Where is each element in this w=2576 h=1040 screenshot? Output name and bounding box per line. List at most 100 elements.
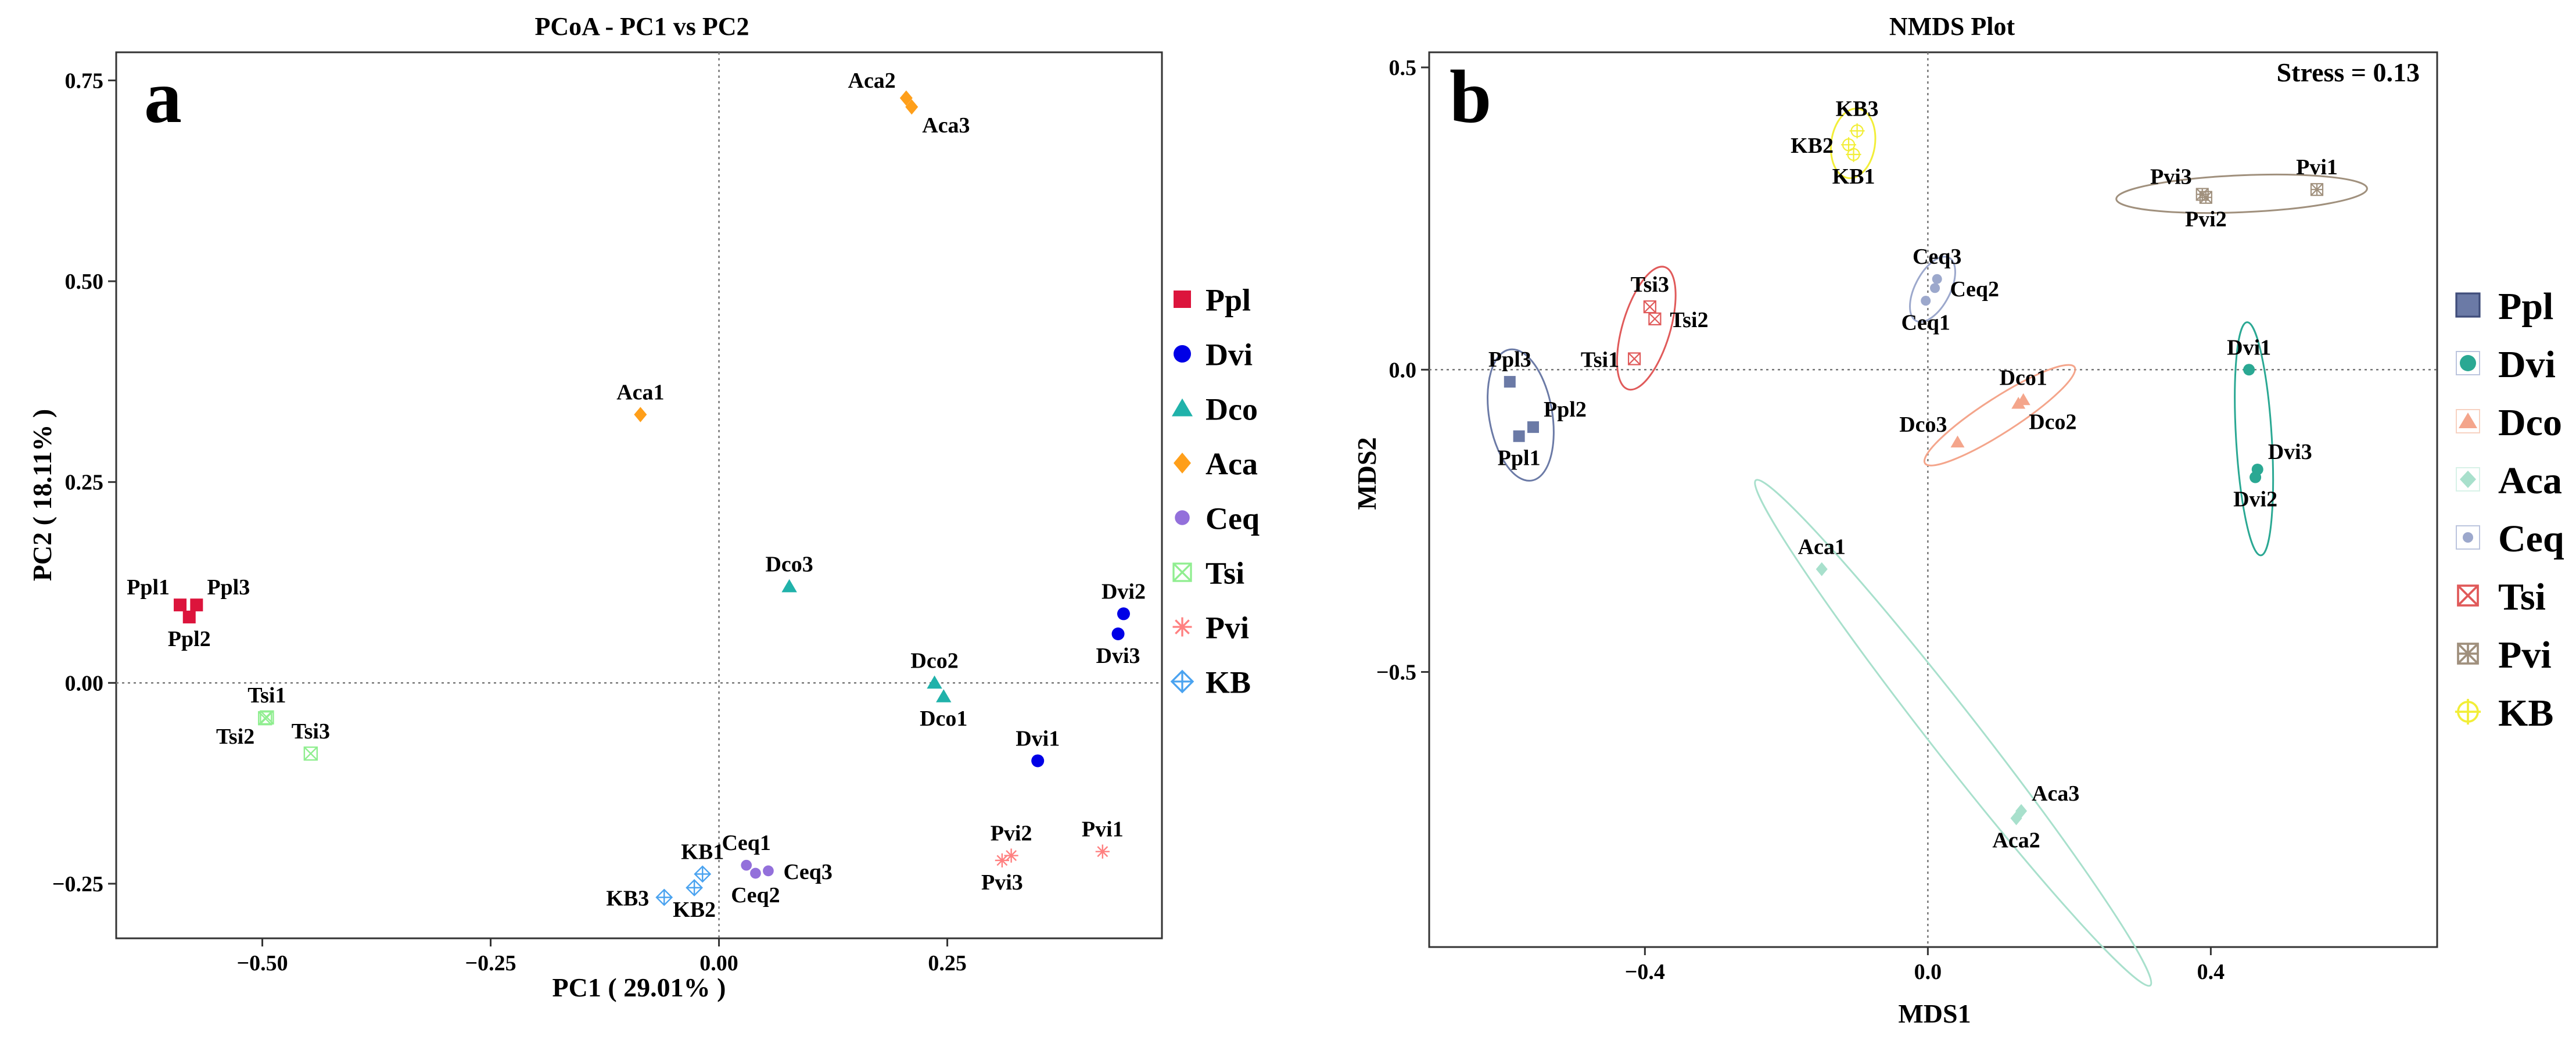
ellipse-kb bbox=[1829, 107, 1877, 180]
point-aca1 bbox=[634, 407, 647, 422]
point-ceq1 bbox=[741, 859, 752, 871]
point-label-aca2: Aca2 bbox=[1992, 828, 2040, 852]
pcoa-title: PCoA - PC1 vs PC2 bbox=[534, 12, 749, 41]
pcoa-ticks: −0.50 −0.25 0.00 0.25 −0.25 0.00 0.25 0.50 0.75 bbox=[52, 69, 967, 976]
point-dco1 bbox=[936, 689, 952, 702]
point-kb2 bbox=[686, 878, 704, 896]
nmds-y-tick-label: −0.5 bbox=[1376, 661, 1416, 685]
legend-marker-dco bbox=[2456, 409, 2480, 433]
point-pvi2 bbox=[2199, 191, 2212, 204]
point-ppl3 bbox=[190, 598, 203, 612]
point-ppl3 bbox=[1504, 376, 1516, 388]
point-label-dvi3: Dvi3 bbox=[1096, 644, 1140, 668]
legend-marker-kb bbox=[1170, 669, 1194, 694]
point-label-tsi3: Tsi3 bbox=[1631, 272, 1669, 297]
point-ppl1 bbox=[1513, 430, 1525, 442]
point-dco2 bbox=[927, 675, 942, 689]
point-tsi2 bbox=[1648, 312, 1662, 325]
point-label-tsi1: Tsi1 bbox=[1581, 348, 1619, 372]
legend-label-ceq: Ceq bbox=[1206, 501, 1260, 536]
legend-label-dco: Dco bbox=[2498, 401, 2562, 444]
point-ppl2 bbox=[182, 610, 196, 623]
pcoa-point-labels: Ppl1 Ppl3 Ppl2 Dvi2 Dvi3 Dvi1 Dco3 Dco2 Dco1 Aca2… bbox=[127, 69, 1146, 922]
point-label-pvi2: Pvi2 bbox=[2185, 207, 2227, 232]
nmds-points bbox=[1504, 123, 2324, 826]
point-tsi3 bbox=[303, 746, 318, 761]
point-dvi1 bbox=[2243, 364, 2255, 376]
point-label-pvi1: Pvi1 bbox=[1082, 817, 1124, 842]
legend-marker-aca bbox=[1174, 453, 1191, 474]
point-label-aca1: Aca1 bbox=[1798, 535, 1846, 560]
point-kb1 bbox=[1846, 146, 1861, 162]
point-label-dvi1: Dvi1 bbox=[1016, 726, 1060, 751]
pcoa-x-tick-label: −0.50 bbox=[236, 951, 288, 976]
stress-annotation: Stress = 0.13 bbox=[2277, 58, 2420, 87]
point-ceq3 bbox=[763, 865, 774, 877]
point-label-ppl3: Ppl3 bbox=[207, 575, 250, 600]
nmds-x-axis-label: MDS1 bbox=[1898, 999, 1971, 1028]
point-aca2 bbox=[2010, 811, 2022, 826]
point-kb3 bbox=[655, 888, 673, 906]
legend-label-kb: KB bbox=[2498, 692, 2553, 734]
pcoa-plot-frame bbox=[115, 51, 1163, 939]
point-label-tsi3: Tsi3 bbox=[292, 719, 330, 744]
point-label-kb2: KB2 bbox=[673, 898, 716, 922]
pcoa-x-tick-label: −0.25 bbox=[465, 951, 516, 976]
point-dvi1 bbox=[1031, 754, 1045, 768]
point-label-pvi2: Pvi2 bbox=[991, 822, 1032, 846]
point-label-aca2: Aca2 bbox=[848, 69, 896, 93]
point-label-pvi3: Pvi3 bbox=[981, 870, 1023, 895]
legend-marker-ceq bbox=[2456, 525, 2480, 550]
point-label-dvi3: Dvi3 bbox=[2268, 440, 2312, 464]
point-label-tsi1: Tsi1 bbox=[247, 683, 286, 708]
pcoa-x-axis-label: PC1 ( 29.01% ) bbox=[552, 973, 726, 1002]
nmds-plot-frame bbox=[1428, 51, 2438, 948]
pcoa-reference-lines bbox=[116, 52, 1162, 938]
point-dco3 bbox=[781, 579, 797, 593]
point-tsi1 bbox=[1627, 352, 1641, 365]
point-dvi3 bbox=[1111, 627, 1125, 640]
point-aca3 bbox=[905, 99, 919, 115]
legend-marker-ppl bbox=[1174, 291, 1191, 308]
point-label-ppl2: Ppl2 bbox=[168, 627, 211, 651]
legend-label-aca: Aca bbox=[2498, 460, 2562, 502]
point-dvi2 bbox=[1117, 607, 1130, 621]
ellipse-dco bbox=[1923, 364, 2076, 467]
legend-marker-dvi bbox=[2456, 351, 2480, 375]
point-label-kb3: KB3 bbox=[606, 886, 649, 910]
legend-label-dvi: Dvi bbox=[2498, 343, 2556, 386]
legend-label-dco: Dco bbox=[1206, 392, 1258, 426]
point-pvi1 bbox=[2310, 183, 2324, 196]
ellipse-aca bbox=[1754, 479, 2152, 987]
legend-marker-ceq bbox=[1175, 510, 1190, 525]
point-ceq3 bbox=[1932, 274, 1942, 284]
point-label-ppl1: Ppl1 bbox=[127, 575, 170, 600]
point-label-tsi2: Tsi2 bbox=[216, 725, 254, 749]
nmds-panel-label: b bbox=[1450, 55, 1491, 139]
point-label-ceq1: Ceq1 bbox=[1901, 311, 1950, 335]
point-label-kb3: KB3 bbox=[1836, 96, 1879, 121]
legend-label-ceq: Ceq bbox=[2498, 518, 2564, 560]
point-label-ceq2: Ceq2 bbox=[731, 883, 780, 908]
nmds-y-tick-label: 0.5 bbox=[1389, 56, 1417, 80]
legend-label-tsi: Tsi bbox=[1206, 555, 1244, 590]
ellipse-tsi bbox=[1616, 266, 1677, 391]
pcoa-y-axis-label: PC2 ( 18.11% ) bbox=[27, 409, 57, 581]
pcoa-x-tick-label: 0.25 bbox=[928, 951, 967, 976]
point-ppl1 bbox=[174, 598, 187, 612]
point-label-dvi2: Dvi2 bbox=[1102, 579, 1146, 604]
legend-marker-kb-glyph bbox=[2455, 698, 2481, 725]
legend-label-pvi: Pvi bbox=[1206, 610, 1249, 645]
legend-marker-tsi bbox=[2457, 584, 2479, 607]
point-pvi1 bbox=[1095, 844, 1110, 859]
ellipse-ceq bbox=[1909, 256, 1956, 323]
point-label-dvi1: Dvi1 bbox=[2227, 335, 2271, 360]
point-label-dco2: Dco2 bbox=[910, 648, 958, 673]
pcoa-y-tick-label: 0.25 bbox=[65, 471, 104, 495]
nmds-legend: Ppl Dvi Dco Aca Ceq Tsi Pvi KB bbox=[2455, 285, 2564, 734]
point-label-ppl2: Ppl2 bbox=[1544, 397, 1587, 422]
point-dco2 bbox=[2011, 397, 2026, 409]
point-dco3 bbox=[1950, 435, 1965, 448]
